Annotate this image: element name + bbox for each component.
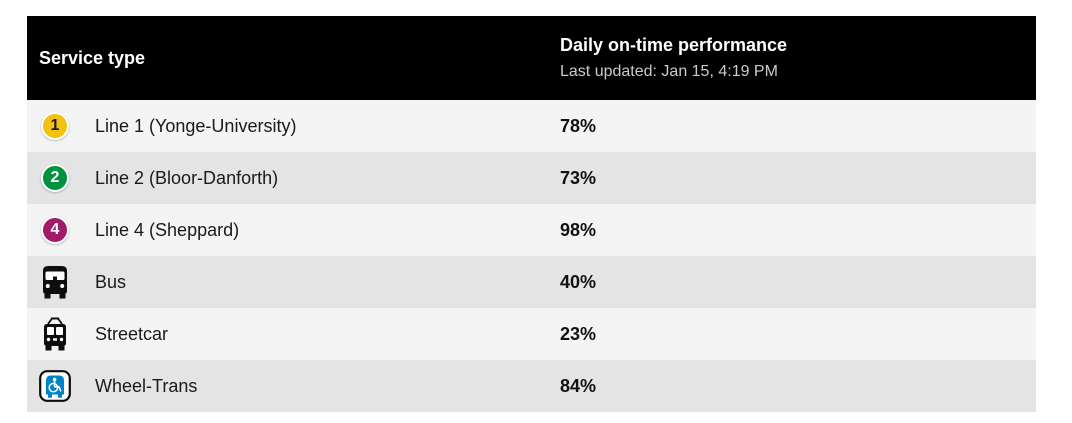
- performance-value: 73%: [560, 167, 597, 188]
- service-label: Line 2 (Bloor-Danforth): [95, 167, 279, 188]
- table-row: Streetcar 23%: [27, 308, 1036, 360]
- service-icon-slot: 1: [39, 107, 71, 145]
- service-label: Line 1 (Yonge-University): [95, 115, 297, 136]
- table-row: Bus 40%: [27, 256, 1036, 308]
- streetcar-icon: [44, 317, 66, 350]
- line-2-badge: 2: [41, 164, 69, 192]
- service-label: Bus: [95, 271, 127, 292]
- performance-cell: 40%: [560, 272, 1036, 293]
- service-cell: Streetcar: [27, 315, 560, 353]
- line-4-badge: 4: [41, 216, 69, 244]
- performance-header: Daily on-time performance Last updated: …: [560, 35, 1036, 81]
- performance-value: 78%: [560, 115, 597, 136]
- performance-value: 23%: [560, 323, 597, 344]
- performance-value: 98%: [560, 219, 597, 240]
- performance-value: 84%: [560, 375, 597, 396]
- performance-cell: 78%: [560, 116, 1036, 137]
- service-cell: 2 Line 2 (Bloor-Danforth): [27, 159, 560, 197]
- performance-cell: 98%: [560, 220, 1036, 241]
- service-type-header: Service type: [39, 47, 146, 68]
- performance-cell: 73%: [560, 168, 1036, 189]
- service-cell: Bus: [27, 263, 560, 301]
- table-row: 2 Line 2 (Bloor-Danforth) 73%: [27, 152, 1036, 204]
- table-row: 1 Line 1 (Yonge-University) 78%: [27, 100, 1036, 152]
- service-label: Wheel-Trans: [95, 375, 198, 396]
- bus-icon: [43, 266, 67, 299]
- performance-cell: 84%: [560, 376, 1036, 397]
- service-label: Streetcar: [95, 323, 169, 344]
- performance-value: 40%: [560, 271, 597, 292]
- table-body: 1 Line 1 (Yonge-University) 78% 2 Line 2…: [27, 100, 1036, 412]
- last-updated-text: Last updated: Jan 15, 4:19 PM: [560, 63, 778, 80]
- performance-cell: 23%: [560, 324, 1036, 345]
- service-icon-slot: 2: [39, 159, 71, 197]
- service-label: Line 4 (Sheppard): [95, 219, 240, 240]
- service-cell: 4 Line 4 (Sheppard): [27, 211, 560, 249]
- service-icon-slot: [39, 315, 71, 353]
- service-icon-slot: [39, 367, 71, 405]
- performance-table: Service type Daily on-time performance L…: [27, 16, 1036, 412]
- service-cell: 1 Line 1 (Yonge-University): [27, 107, 560, 145]
- service-icon-slot: [39, 263, 71, 301]
- service-cell: Wheel-Trans: [27, 367, 560, 405]
- wheel-trans-icon: [39, 370, 71, 402]
- table-row: 4 Line 4 (Sheppard) 98%: [27, 204, 1036, 256]
- performance-header-title: Daily on-time performance: [560, 35, 788, 55]
- table-row: Wheel-Trans 84%: [27, 360, 1036, 412]
- table-header: Service type Daily on-time performance L…: [27, 16, 1036, 100]
- service-icon-slot: 4: [39, 211, 71, 249]
- line-1-badge: 1: [41, 112, 69, 140]
